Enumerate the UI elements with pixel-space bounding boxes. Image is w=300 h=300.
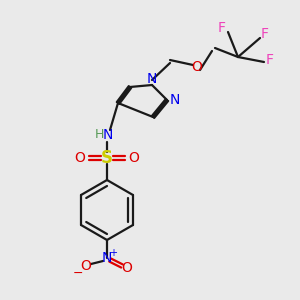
Text: O: O (129, 151, 140, 165)
Text: O: O (122, 261, 132, 275)
Text: O: O (81, 259, 92, 273)
Text: F: F (261, 27, 269, 41)
Text: N: N (147, 72, 157, 86)
Text: H: H (94, 128, 104, 142)
Text: O: O (75, 151, 86, 165)
Text: N: N (170, 93, 180, 107)
Text: S: S (101, 149, 113, 167)
Text: N: N (103, 128, 113, 142)
Text: N: N (102, 251, 112, 265)
Text: F: F (218, 21, 226, 35)
Text: +: + (109, 248, 117, 258)
Text: F: F (266, 53, 274, 67)
Text: O: O (192, 60, 203, 74)
Text: −: − (73, 266, 83, 280)
